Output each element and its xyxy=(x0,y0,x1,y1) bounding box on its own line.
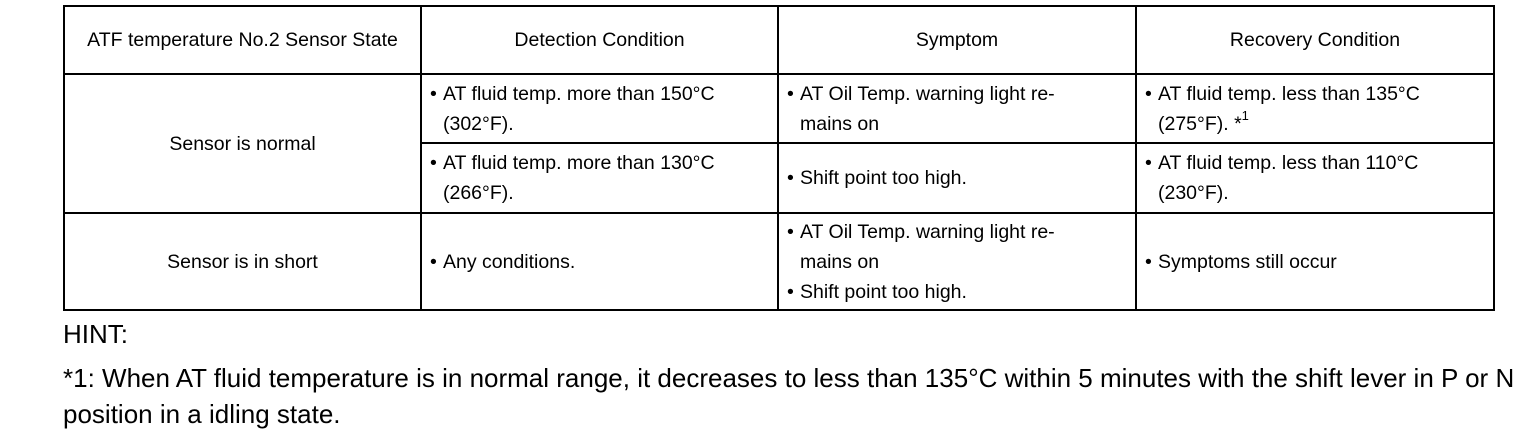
detection-cell: • AT fluid temp. more than 130°C (266°F)… xyxy=(420,142,779,214)
detection-text: Any conditions. xyxy=(443,250,576,273)
table-header-row: ATF temperature No.2 Sensor State Detect… xyxy=(63,5,1495,75)
header-symptom: Symptom xyxy=(777,5,1137,75)
symptom-text: mains on xyxy=(800,112,880,135)
bullet-item: • AT fluid temp. less than 135°C (275°F)… xyxy=(1145,79,1485,139)
bullet-item: • Any conditions. xyxy=(430,247,769,277)
bullet: • xyxy=(787,280,794,303)
detection-text: AT fluid temp. more than 150°C xyxy=(443,82,715,105)
bullet-item: • AT fluid temp. less than 110°C (230°F)… xyxy=(1145,148,1485,208)
bullet: • xyxy=(430,250,437,273)
bullet: • xyxy=(430,82,437,105)
detection-text: AT fluid temp. more than 130°C xyxy=(443,152,715,174)
hint-footnote: *1: When AT fluid temperature is in norm… xyxy=(63,363,1515,429)
bullet: • xyxy=(1145,250,1152,273)
symptom-text: Shift point too high. xyxy=(800,280,967,303)
bullet-item: • Symptoms still occur xyxy=(1145,247,1485,277)
symptom-text: mains on xyxy=(800,250,880,273)
recovery-cell: • AT fluid temp. less than 110°C (230°F)… xyxy=(1135,142,1495,214)
atf-sensor-table: ATF temperature No.2 Sensor State Detect… xyxy=(63,5,1495,311)
recovery-cell: • AT fluid temp. less than 135°C (275°F)… xyxy=(1135,73,1495,144)
state-sensor-short: Sensor is in short xyxy=(63,212,422,311)
symptom-cell: • AT Oil Temp. warning light re- mains o… xyxy=(777,212,1137,311)
detection-cell: • Any conditions. xyxy=(420,212,779,311)
symptom-text: Shift point too high. xyxy=(800,167,967,189)
recovery-cell: • Symptoms still occur xyxy=(1135,212,1495,311)
header-recovery-condition: Recovery Condition xyxy=(1135,5,1495,75)
detection-cell: • AT fluid temp. more than 150°C (302°F)… xyxy=(420,73,779,144)
footnote-marker: 1 xyxy=(1241,108,1249,123)
bullet: • xyxy=(1145,82,1152,105)
table-row: Sensor is normal • AT fluid temp. more t… xyxy=(63,73,1495,214)
symptom-cell: • AT Oil Temp. warning light re- mains o… xyxy=(777,73,1137,144)
bullet: • xyxy=(787,82,794,105)
recovery-text: AT fluid temp. less than 135°C xyxy=(1158,82,1420,105)
header-sensor-state: ATF temperature No.2 Sensor State xyxy=(63,5,422,75)
symptom-text: AT Oil Temp. warning light re- xyxy=(800,82,1055,105)
recovery-text: (230°F). xyxy=(1158,182,1229,204)
bullet: • xyxy=(787,167,794,189)
recovery-text: (275°F). * xyxy=(1158,112,1242,135)
recovery-text: Symptoms still occur xyxy=(1158,250,1337,273)
state-sensor-normal: Sensor is normal xyxy=(63,73,422,214)
detection-text: (302°F). xyxy=(443,112,514,135)
bullet-item: • Shift point too high. xyxy=(787,277,1127,307)
bullet-item: • Shift point too high. xyxy=(787,163,1127,193)
bullet: • xyxy=(430,152,437,174)
bullet: • xyxy=(1145,152,1152,174)
hint-title: HINT: xyxy=(63,319,128,349)
bullet: • xyxy=(787,220,794,243)
recovery-text: AT fluid temp. less than 110°C xyxy=(1158,152,1419,174)
table-row: • AT fluid temp. more than 130°C (266°F)… xyxy=(64,142,1495,214)
bullet-item: • AT fluid temp. more than 150°C (302°F)… xyxy=(430,79,769,139)
header-detection-condition: Detection Condition xyxy=(420,5,779,75)
bullet-item: • AT fluid temp. more than 130°C (266°F)… xyxy=(430,148,769,208)
symptom-cell: • Shift point too high. xyxy=(777,142,1137,214)
symptom-text: AT Oil Temp. warning light re- xyxy=(800,220,1055,243)
detection-text: (266°F). xyxy=(443,182,514,204)
table-row: Sensor is in short • Any conditions. • A… xyxy=(63,212,1495,311)
bullet-item: • AT Oil Temp. warning light re- mains o… xyxy=(787,217,1127,277)
bullet-item: • AT Oil Temp. warning light re- mains o… xyxy=(787,79,1127,139)
